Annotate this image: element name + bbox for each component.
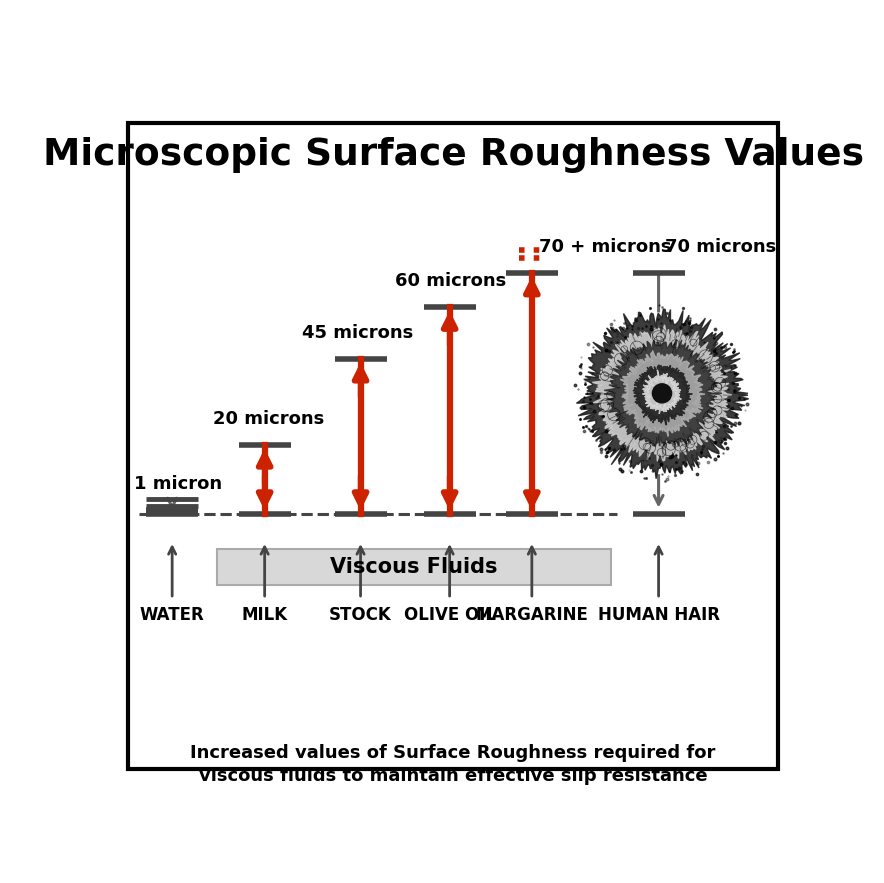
Polygon shape: [643, 370, 682, 414]
Text: 70 microns: 70 microns: [666, 238, 777, 256]
Polygon shape: [592, 325, 732, 462]
Text: MILK: MILK: [241, 606, 287, 623]
Text: Increased values of Surface Roughness required for
viscous fluids to maintain ef: Increased values of Surface Roughness re…: [190, 743, 716, 785]
Text: 70 + microns: 70 + microns: [538, 238, 671, 256]
Text: 60 microns: 60 microns: [395, 272, 506, 291]
Polygon shape: [633, 366, 692, 425]
Text: OLIVE OIL: OLIVE OIL: [404, 606, 496, 623]
Text: HUMAN HAIR: HUMAN HAIR: [598, 606, 720, 623]
FancyBboxPatch shape: [217, 549, 611, 585]
Text: STOCK: STOCK: [329, 606, 392, 623]
Circle shape: [581, 313, 743, 473]
Text: 20 microns: 20 microns: [213, 410, 324, 428]
Text: Viscous Fluids: Viscous Fluids: [330, 557, 498, 577]
Text: 45 microns: 45 microns: [302, 324, 414, 342]
Polygon shape: [621, 351, 705, 436]
Text: MARGARINE: MARGARINE: [476, 606, 588, 623]
Text: 1 micron: 1 micron: [134, 475, 223, 494]
Polygon shape: [604, 339, 721, 447]
Text: Microscopic Surface Roughness Values: Microscopic Surface Roughness Values: [42, 137, 864, 172]
Text: WATER: WATER: [140, 606, 204, 623]
Polygon shape: [576, 309, 749, 479]
Circle shape: [652, 384, 672, 403]
